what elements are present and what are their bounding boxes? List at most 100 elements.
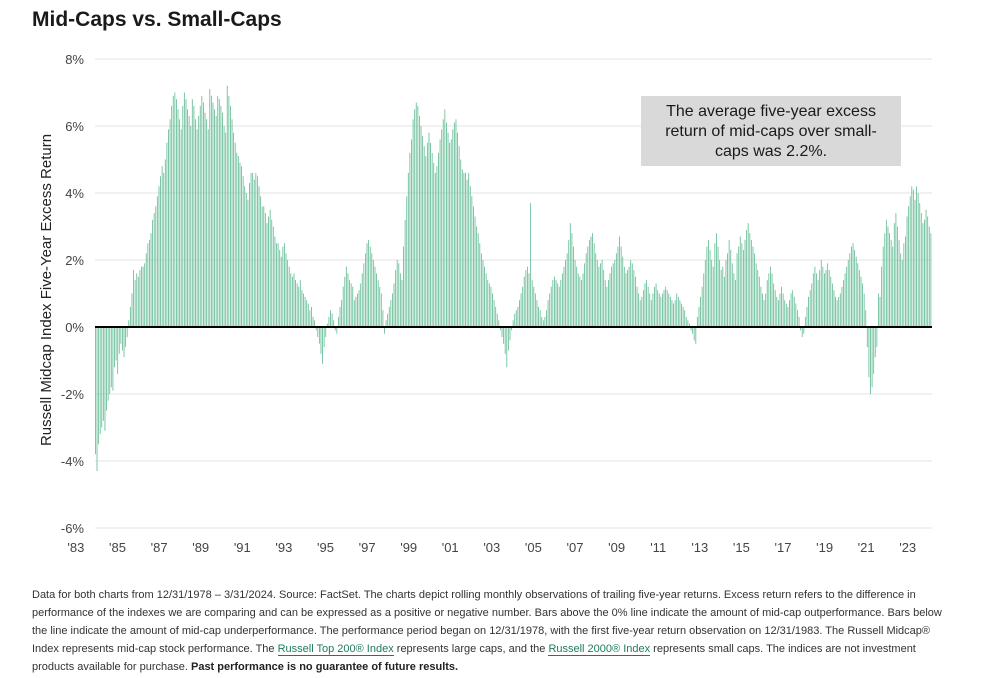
bar [420,126,422,327]
bar [183,92,185,327]
bar [522,286,524,327]
bar [725,260,727,327]
bar [476,226,478,327]
bar [870,327,871,394]
bar [719,260,721,327]
bar [428,132,430,327]
x-tick-label: '97 [359,540,376,555]
bar [635,276,636,327]
bar [771,273,773,327]
bar [644,283,646,327]
bar [663,290,665,327]
bar [392,293,393,327]
bar [579,276,581,327]
bar [95,327,96,455]
y-tick-label: 8% [65,52,84,67]
bar [554,276,555,327]
x-tick-label: '93 [275,540,292,555]
bar [738,246,740,327]
bar [674,300,676,327]
bar [622,256,624,327]
bar [879,296,881,327]
bar [568,239,570,327]
bar [299,280,301,327]
bar [426,142,428,327]
bar [768,273,770,327]
bar [312,316,314,327]
bar [196,129,198,327]
bar [760,286,762,327]
bar [919,203,921,327]
bar [549,293,551,327]
bar [917,193,919,327]
bar [863,293,865,327]
bar [431,152,433,327]
bar [144,263,146,327]
bar [422,136,424,327]
x-tick-label: '13 [691,540,708,555]
bar [342,286,344,327]
bar [647,286,649,327]
footnote-disclaimer: Past performance is no guarantee of futu… [190,661,459,673]
bar [357,293,358,327]
bar [482,260,484,327]
x-tick-label: '23 [899,540,916,555]
bar [695,327,697,344]
x-tick-label: '19 [816,540,833,555]
bar [488,283,490,327]
bar [469,186,471,327]
bar [307,303,309,327]
bar [539,310,541,327]
bar [388,306,390,327]
bar [209,89,211,328]
bar [180,129,182,327]
bar [550,286,552,327]
bar [681,303,682,327]
bar [206,119,208,327]
bar [156,196,158,327]
bar [360,283,362,327]
bar [214,109,215,327]
bar [739,236,741,327]
bar [136,273,138,327]
bar [252,172,254,327]
bar [749,233,751,327]
bar [862,283,863,327]
bar [412,119,414,327]
bar [887,226,889,327]
bar [598,266,600,327]
bar [517,306,519,327]
bar [630,260,632,327]
bar [282,246,284,327]
bar [333,320,335,327]
bar [584,263,586,327]
russell-2000-link[interactable]: Russell 2000® Index [548,643,651,656]
bar [720,270,722,327]
bar [384,327,385,334]
bar [641,296,643,327]
bar [601,260,603,327]
bar [631,263,633,327]
bar [519,300,520,327]
bar [523,276,525,327]
bar [876,327,878,348]
bar [595,253,597,327]
bar [387,313,389,327]
bar [507,327,509,351]
bar [169,119,171,327]
bar [230,105,231,328]
bar [436,166,438,327]
bar [109,327,111,394]
bar [247,199,249,327]
bar [684,310,686,327]
bar [161,166,163,327]
bar [495,306,497,327]
bar [885,219,887,327]
bar [430,142,431,327]
bar [361,273,363,327]
bar [258,186,260,327]
bar [722,266,724,327]
bar [114,327,115,368]
bar [851,246,852,327]
russell-top-200-link[interactable]: Russell Top 200® Index [277,643,394,656]
